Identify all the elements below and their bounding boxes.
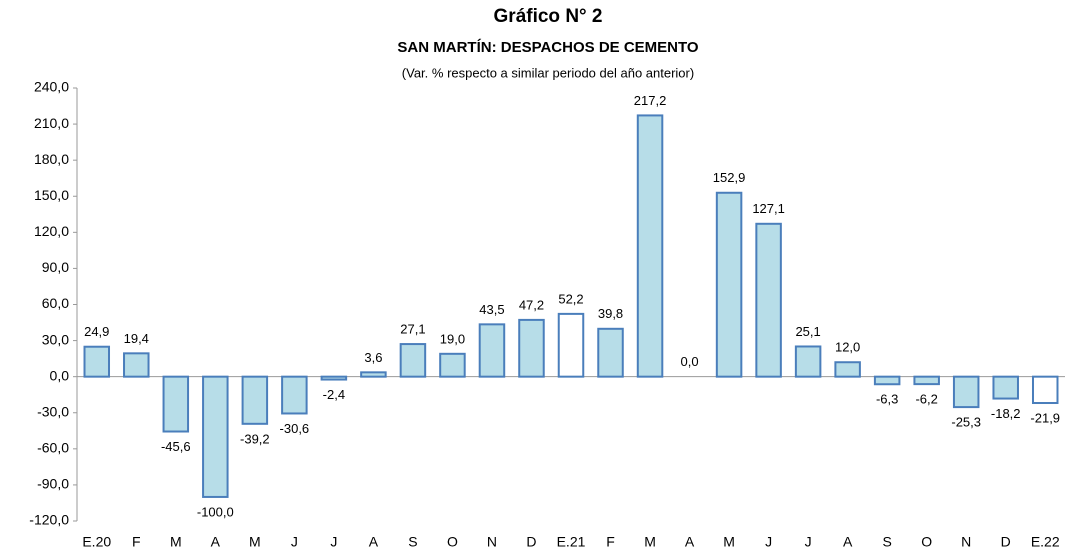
bar — [913, 375, 940, 386]
bar — [952, 375, 980, 409]
x-tick-label: S — [882, 534, 891, 550]
y-tick-label: 210,0 — [34, 115, 69, 131]
chart-title: Gráfico N° 2 — [494, 6, 603, 27]
value-label: 19,0 — [440, 331, 465, 346]
value-label: 3,6 — [364, 350, 382, 365]
x-tick-label: A — [369, 534, 379, 550]
bar — [794, 345, 822, 378]
chart-note: (Var. % respecto a similar periodo del a… — [402, 65, 694, 80]
x-tick-label: A — [843, 534, 853, 550]
bar — [202, 375, 229, 498]
bar — [399, 343, 427, 378]
y-tick-label: -30,0 — [37, 403, 69, 419]
x-tick-label: A — [211, 534, 221, 550]
x-tick-label: M — [249, 534, 261, 550]
x-tick-label: E.21 — [557, 534, 586, 550]
value-label: -21,9 — [1030, 410, 1060, 425]
bar — [439, 352, 466, 378]
y-tick-label: 90,0 — [42, 259, 69, 275]
x-tick-label: E.20 — [82, 534, 111, 550]
value-label: 43,5 — [479, 302, 504, 317]
value-label: 0,0 — [681, 354, 699, 369]
value-label: 27,1 — [400, 322, 425, 337]
value-label: 19,4 — [124, 331, 149, 346]
y-tick-label: 120,0 — [34, 223, 69, 239]
bar — [83, 345, 111, 378]
bar — [834, 361, 861, 378]
x-tick-label: J — [805, 534, 812, 550]
x-tick-label: D — [1001, 534, 1011, 550]
value-label: 25,1 — [795, 324, 820, 339]
value-label: 24,9 — [84, 324, 109, 339]
x-tick-label: D — [526, 534, 536, 550]
value-label: -39,2 — [240, 431, 270, 446]
value-label: -18,2 — [991, 406, 1021, 421]
value-label: 152,9 — [713, 170, 746, 185]
y-tick-label: 150,0 — [34, 187, 69, 203]
value-label: -100,0 — [197, 504, 234, 519]
bar — [281, 375, 308, 415]
value-label: -30,6 — [280, 421, 310, 436]
x-tick-label: F — [132, 534, 141, 550]
y-tick-label: -120,0 — [29, 512, 69, 528]
y-tick-label: 180,0 — [34, 151, 69, 167]
value-label: 52,2 — [558, 291, 583, 306]
bar — [715, 191, 743, 378]
bar — [241, 375, 269, 425]
chart-subtitle: SAN MARTÍN: DESPACHOS DE CEMENTO — [397, 39, 698, 56]
bar — [755, 222, 782, 378]
x-tick-label: F — [606, 534, 615, 550]
y-tick-label: 240,0 — [34, 79, 69, 95]
bar — [320, 375, 348, 381]
x-tick-label: M — [170, 534, 182, 550]
bar — [557, 312, 585, 378]
value-label: -2,4 — [323, 387, 345, 402]
x-tick-label: M — [644, 534, 656, 550]
bar — [636, 114, 664, 378]
bar — [123, 352, 150, 378]
x-tick-label: J — [765, 534, 772, 550]
y-tick-label: 60,0 — [42, 295, 69, 311]
value-label: 127,1 — [752, 201, 785, 216]
y-tick-label: 30,0 — [42, 331, 69, 347]
bar — [478, 323, 506, 378]
x-tick-label: O — [921, 534, 932, 550]
x-tick-label: J — [330, 534, 337, 550]
bar — [873, 375, 901, 386]
bar — [360, 371, 387, 378]
bar — [992, 375, 1019, 400]
x-tick-label: O — [447, 534, 458, 550]
bar — [162, 375, 190, 433]
bar — [1031, 375, 1059, 405]
y-tick-label: -90,0 — [37, 476, 69, 492]
value-label: 39,8 — [598, 306, 623, 321]
value-label: 12,0 — [835, 340, 860, 355]
value-label: 217,2 — [634, 93, 667, 108]
value-label: 47,2 — [519, 297, 544, 312]
x-tick-label: A — [685, 534, 695, 550]
y-tick-label: 0,0 — [50, 367, 70, 383]
bar — [518, 318, 545, 378]
value-label: -6,3 — [876, 392, 898, 407]
x-tick-label: M — [723, 534, 735, 550]
y-tick-label: -60,0 — [37, 440, 69, 456]
x-tick-label: J — [291, 534, 298, 550]
value-label: -6,2 — [915, 392, 937, 407]
value-label: -25,3 — [951, 415, 981, 430]
x-tick-label: N — [961, 534, 971, 550]
value-label: -45,6 — [161, 439, 191, 454]
x-tick-label: S — [408, 534, 417, 550]
x-tick-label: E.22 — [1031, 534, 1060, 550]
x-tick-label: N — [487, 534, 497, 550]
bar — [597, 327, 624, 378]
